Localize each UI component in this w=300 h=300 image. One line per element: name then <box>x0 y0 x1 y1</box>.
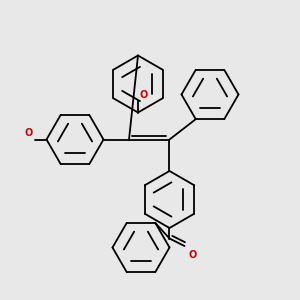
Text: O: O <box>25 128 33 138</box>
Text: O: O <box>139 90 148 100</box>
Text: O: O <box>188 250 196 260</box>
